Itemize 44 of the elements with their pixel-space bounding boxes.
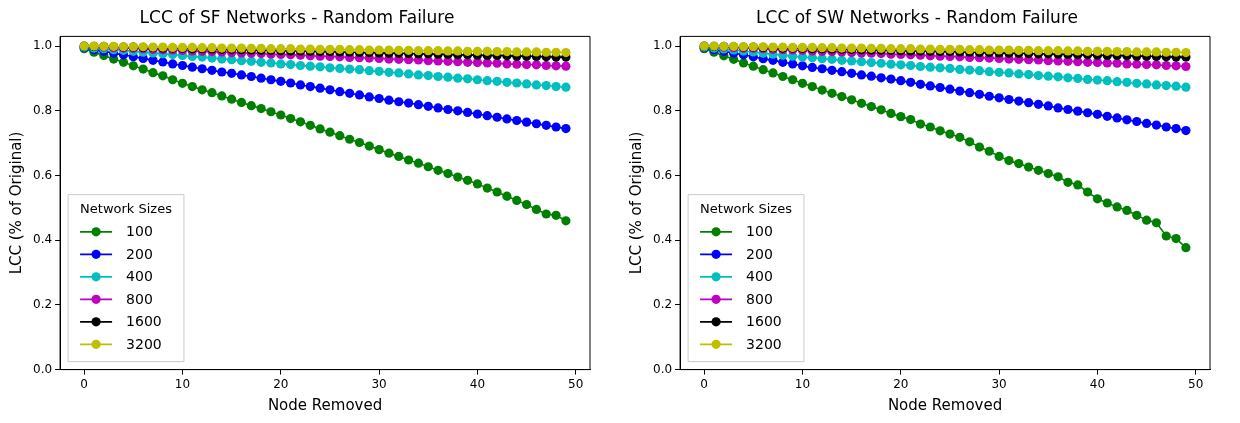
chart-title: LCC of SW Networks - Random Failure (756, 6, 1078, 27)
y-tick-label: 0.4 (652, 232, 673, 247)
legend-label: 1600 (746, 313, 782, 330)
x-tick-label: 0 (80, 376, 88, 391)
y-tick-label: 0.0 (652, 361, 673, 376)
x-tick-label: 40 (469, 376, 486, 391)
y-tick-label: 0.8 (32, 102, 53, 117)
y-axis-title: LCC (% of Original) (6, 131, 25, 275)
x-tick-label: 50 (568, 376, 584, 391)
legend-label: 100 (126, 223, 153, 240)
chart-title: LCC of SF Networks - Random Failure (139, 6, 455, 27)
y-tick-label: 0.4 (32, 232, 53, 247)
legend-label: 800 (126, 290, 153, 307)
legend-label: 1600 (126, 313, 162, 330)
legend-label: 3200 (746, 335, 782, 352)
legend-label: 100 (746, 223, 773, 240)
x-tick-label: 20 (273, 376, 289, 391)
x-tick-label: 0 (700, 376, 708, 391)
legend-label: 200 (126, 245, 153, 262)
legend-label: 400 (746, 268, 773, 285)
x-axis-title: Node Removed (887, 395, 1003, 414)
y-tick-label: 0.0 (32, 361, 53, 376)
x-tick-label: 20 (893, 376, 909, 391)
y-tick-label: 0.2 (652, 297, 673, 312)
y-tick-label: 0.6 (32, 167, 53, 182)
x-tick-label: 40 (1089, 376, 1106, 391)
y-tick-label: 1.0 (652, 38, 673, 53)
legend-label: 400 (126, 268, 153, 285)
legend-title: Network Sizes (700, 200, 793, 216)
legend-label: 200 (746, 245, 773, 262)
x-tick-label: 10 (174, 376, 191, 391)
x-tick-label: 50 (1188, 376, 1204, 391)
y-tick-label: 0.8 (652, 102, 673, 117)
legend-title: Network Sizes (80, 200, 173, 216)
legend-label: 800 (746, 290, 773, 307)
y-axis-title: LCC (% of Original) (626, 131, 645, 275)
x-axis-title: Node Removed (267, 395, 383, 414)
y-tick-label: 1.0 (32, 38, 53, 53)
x-tick-label: 30 (371, 376, 387, 391)
legend-label: 3200 (126, 335, 162, 352)
x-tick-label: 10 (794, 376, 811, 391)
y-tick-label: 0.6 (652, 167, 673, 182)
x-tick-label: 30 (991, 376, 1007, 391)
y-tick-label: 0.2 (32, 297, 53, 312)
